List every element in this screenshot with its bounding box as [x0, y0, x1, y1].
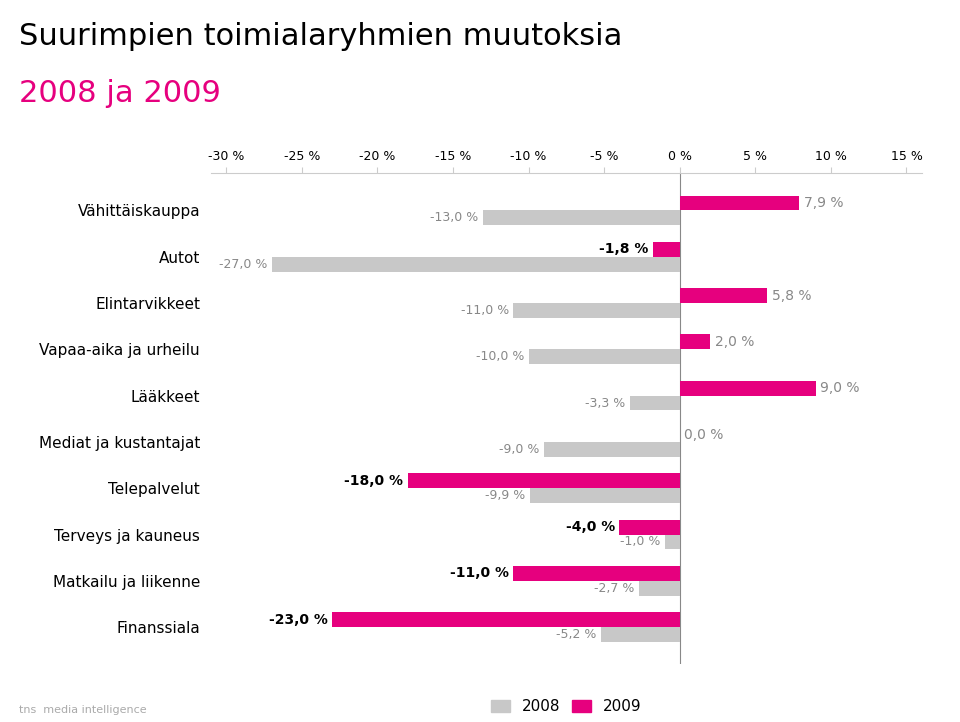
- Bar: [680, 380, 816, 396]
- Bar: [272, 257, 680, 271]
- Text: -11,0 %: -11,0 %: [461, 304, 509, 317]
- Text: 7,9 %: 7,9 %: [804, 196, 843, 210]
- Bar: [680, 288, 767, 303]
- Text: -10,0 %: -10,0 %: [476, 350, 524, 363]
- Text: -18,0 %: -18,0 %: [344, 474, 403, 488]
- Text: 2008 ja 2009: 2008 ja 2009: [19, 79, 221, 108]
- Text: -13,0 %: -13,0 %: [430, 212, 479, 225]
- Text: -11,0 %: -11,0 %: [450, 566, 509, 580]
- Bar: [529, 349, 680, 364]
- Text: -3,3 %: -3,3 %: [585, 396, 625, 409]
- Text: -1,0 %: -1,0 %: [620, 536, 660, 549]
- Bar: [530, 488, 680, 503]
- Bar: [619, 520, 680, 534]
- Bar: [332, 612, 680, 627]
- Text: tns  media intelligence: tns media intelligence: [19, 705, 147, 715]
- Text: -9,0 %: -9,0 %: [499, 443, 540, 456]
- Bar: [514, 566, 680, 580]
- Bar: [680, 196, 799, 210]
- Text: -5,2 %: -5,2 %: [556, 628, 596, 641]
- Text: -23,0 %: -23,0 %: [269, 613, 327, 627]
- Bar: [601, 627, 680, 642]
- Text: 2,0 %: 2,0 %: [714, 335, 754, 349]
- Text: 5,8 %: 5,8 %: [772, 289, 811, 303]
- Bar: [664, 534, 680, 549]
- Text: -9,9 %: -9,9 %: [486, 489, 525, 502]
- Text: Suurimpien toimialaryhmien muutoksia: Suurimpien toimialaryhmien muutoksia: [19, 22, 623, 51]
- Bar: [680, 334, 710, 349]
- Text: -2,7 %: -2,7 %: [594, 582, 635, 595]
- Text: -4,0 %: -4,0 %: [565, 520, 614, 534]
- Text: -27,0 %: -27,0 %: [219, 258, 267, 271]
- Legend: 2008, 2009: 2008, 2009: [485, 693, 648, 721]
- Bar: [483, 210, 680, 225]
- Bar: [408, 474, 680, 488]
- Text: -1,8 %: -1,8 %: [599, 243, 648, 256]
- Bar: [514, 303, 680, 318]
- Bar: [543, 442, 680, 457]
- Bar: [639, 580, 680, 596]
- Text: 0,0 %: 0,0 %: [684, 427, 724, 441]
- Text: 9,0 %: 9,0 %: [821, 381, 860, 395]
- Bar: [630, 396, 680, 410]
- Bar: [653, 242, 680, 257]
